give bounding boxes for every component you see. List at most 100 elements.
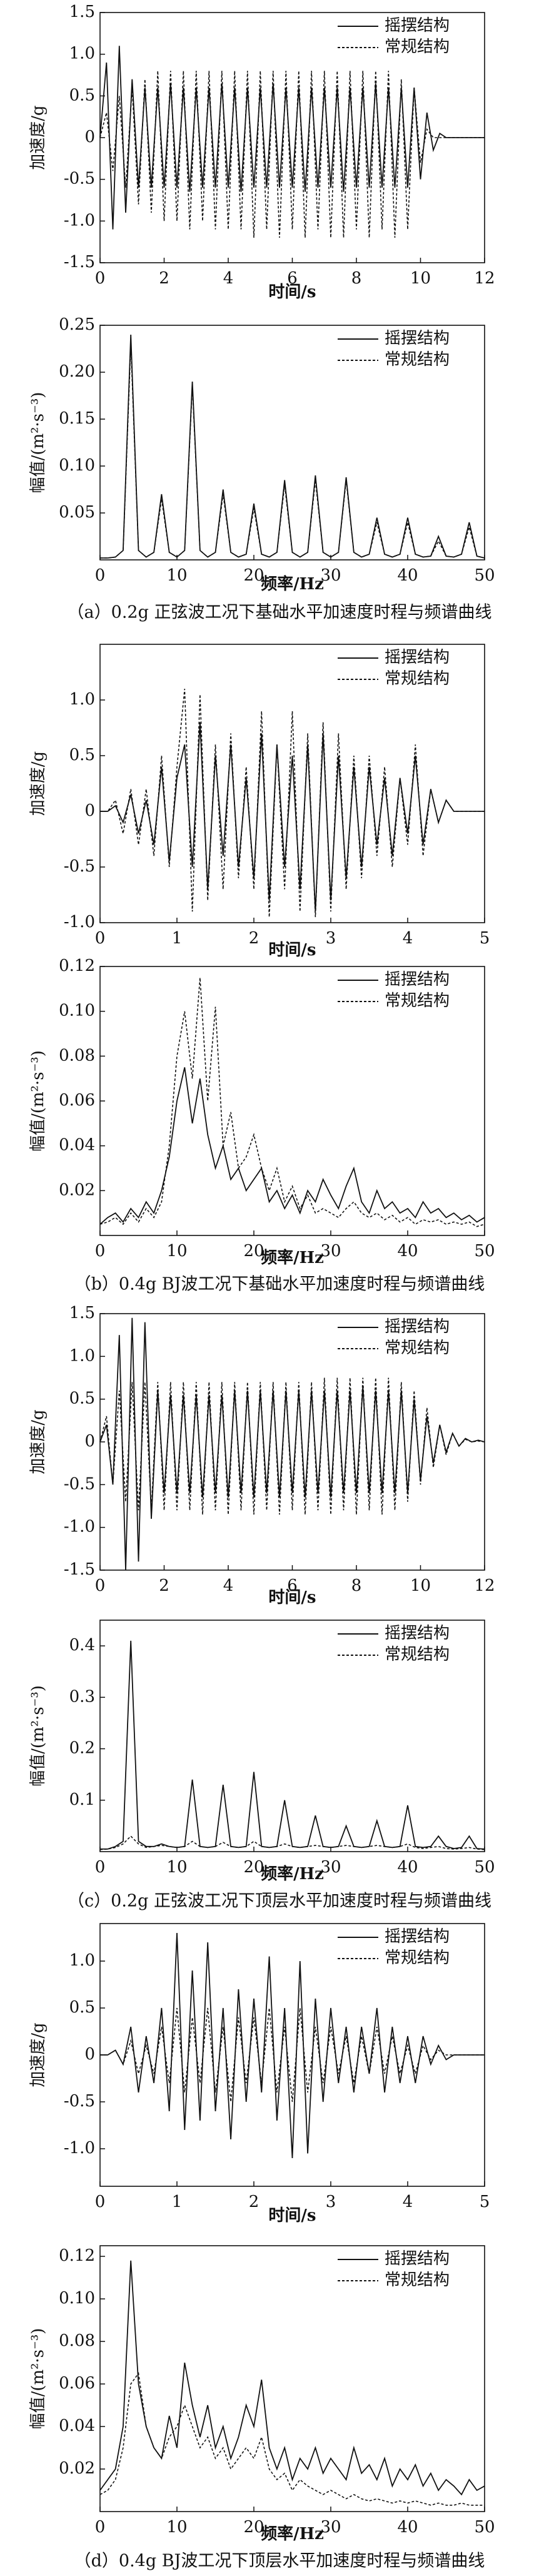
legend-label: 常规结构 bbox=[385, 350, 450, 369]
y-tick-label: 0.08 bbox=[59, 1046, 95, 1065]
x-tick-label: 6 bbox=[287, 1576, 298, 1595]
legend-label: 摇摆结构 bbox=[385, 1624, 450, 1643]
caption: （c）0.2g 正弦波工况下顶层水平加速度时程与频谱曲线 bbox=[68, 1892, 491, 1911]
chart: 0.05 0.10 0.15 0.20 0.25 0 10 20 30 40 50 频率/Hz 幅值/(… bbox=[29, 315, 495, 622]
x-tick-label: 0 bbox=[95, 2518, 106, 2537]
x-tick-label: 40 bbox=[397, 1858, 418, 1877]
series-line bbox=[100, 1932, 485, 2159]
series-line bbox=[99, 71, 485, 238]
legend-label: 摇摆结构 bbox=[385, 648, 450, 667]
y-axis-label: 幅值/(m²·s⁻³) bbox=[29, 1685, 48, 1787]
x-tick-label: 2 bbox=[249, 2193, 259, 2211]
x-tick-label: 10 bbox=[166, 2518, 187, 2537]
chart: -1.5 -1.0 -0.5 0 0.5 1.0 1.5 0 2 4 6 8 10 12 时间/s 加速度/g… bbox=[29, 1304, 495, 1607]
plot-frame bbox=[99, 644, 485, 923]
y-tick-label: 0.5 bbox=[69, 746, 95, 764]
y-axis-label: 加速度/g bbox=[29, 751, 48, 816]
x-tick-label: 0 bbox=[95, 1858, 106, 1877]
x-tick-label: 4 bbox=[223, 269, 234, 288]
x-tick-label: 30 bbox=[320, 2518, 341, 2537]
x-axis-label: 时间/s bbox=[268, 1588, 316, 1607]
plot-frame bbox=[99, 2245, 485, 2512]
y-tick-label: 0.5 bbox=[69, 1389, 95, 1408]
y-axis-label: 幅值/(m²·s⁻³) bbox=[29, 392, 48, 494]
x-tick-label: 20 bbox=[243, 2518, 264, 2537]
y-tick-label: 0 bbox=[84, 801, 95, 820]
series-line bbox=[100, 2007, 485, 2102]
x-tick-label: 8 bbox=[351, 269, 362, 288]
y-tick-label: 0.02 bbox=[59, 1180, 95, 1199]
y-tick-label: 0.20 bbox=[59, 362, 95, 381]
x-tick-label: 30 bbox=[320, 1242, 341, 1260]
x-axis-label: 频率/Hz bbox=[261, 1864, 324, 1884]
y-tick-label: 0.3 bbox=[69, 1687, 95, 1706]
y-tick-label: -1.0 bbox=[64, 913, 95, 931]
legend-label: 常规结构 bbox=[385, 1949, 450, 1967]
y-tick-label: 1.5 bbox=[69, 3, 95, 21]
y-tick-label: -0.5 bbox=[64, 2092, 95, 2111]
y-axis-label: 加速度/g bbox=[29, 2022, 48, 2087]
legend-label: 常规结构 bbox=[385, 2271, 450, 2289]
y-axis-label: 幅值/(m²·s⁻³) bbox=[29, 2328, 48, 2430]
y-tick-label: 0.08 bbox=[59, 2331, 95, 2350]
x-tick-label: 2 bbox=[249, 929, 259, 948]
caption: （b）0.4g BJ波工况下基础水平加速度时程与频谱曲线 bbox=[74, 1275, 485, 1294]
y-axis-label: 幅值/(m²·s⁻³) bbox=[29, 1050, 48, 1152]
y-tick-label: 0.5 bbox=[69, 1998, 95, 2017]
y-tick-label: -1.5 bbox=[64, 1560, 95, 1579]
x-tick-label: 8 bbox=[351, 1576, 362, 1595]
x-tick-label: 5 bbox=[480, 2193, 490, 2211]
legend-label: 常规结构 bbox=[385, 38, 450, 56]
y-tick-label: 0.10 bbox=[59, 456, 95, 475]
x-tick-label: 10 bbox=[166, 566, 187, 585]
x-tick-label: 40 bbox=[397, 1242, 418, 1260]
y-tick-label: 0 bbox=[84, 2045, 95, 2064]
legend-label: 常规结构 bbox=[385, 1645, 450, 1664]
x-tick-label: 50 bbox=[474, 1242, 495, 1260]
y-tick-label: -0.5 bbox=[64, 1474, 95, 1493]
y-tick-label: 0.15 bbox=[59, 409, 95, 428]
x-tick-label: 0 bbox=[95, 566, 106, 585]
x-tick-label: 50 bbox=[474, 1858, 495, 1877]
x-tick-label: 40 bbox=[397, 2518, 418, 2537]
x-tick-label: 0 bbox=[95, 2193, 106, 2211]
x-tick-label: 2 bbox=[159, 269, 169, 288]
x-tick-label: 12 bbox=[474, 1576, 495, 1595]
x-tick-label: 50 bbox=[474, 2518, 495, 2537]
plot-frame bbox=[99, 1620, 485, 1852]
x-tick-label: 20 bbox=[243, 1242, 264, 1260]
y-tick-label: 0.04 bbox=[59, 2416, 95, 2435]
x-tick-label: 0 bbox=[95, 269, 106, 288]
x-axis-label: 频率/Hz bbox=[261, 2524, 324, 2543]
y-tick-label: 0.1 bbox=[69, 1790, 95, 1809]
x-tick-label: 20 bbox=[243, 1858, 264, 1877]
x-tick-label: 3 bbox=[326, 2193, 336, 2211]
y-tick-label: 0.04 bbox=[59, 1136, 95, 1155]
x-axis-label: 频率/Hz bbox=[261, 574, 324, 594]
series-line bbox=[100, 689, 485, 918]
y-axis-label: 加速度/g bbox=[29, 1409, 48, 1474]
series-line bbox=[99, 2371, 485, 2506]
x-tick-label: 10 bbox=[166, 1242, 187, 1260]
y-tick-label: 0.4 bbox=[69, 1636, 95, 1655]
x-tick-label: 10 bbox=[410, 1576, 431, 1595]
plot-frame bbox=[99, 325, 485, 560]
y-tick-label: -0.5 bbox=[64, 857, 95, 876]
y-tick-label: 0.25 bbox=[59, 315, 95, 334]
legend-label: 摇摆结构 bbox=[385, 2249, 450, 2268]
y-tick-label: 1.0 bbox=[69, 1951, 95, 1970]
series-line bbox=[99, 1067, 485, 1225]
y-tick-label: 1.0 bbox=[69, 690, 95, 709]
legend-label: 摇摆结构 bbox=[385, 1927, 450, 1946]
series-line bbox=[99, 977, 485, 1227]
x-axis-label: 时间/s bbox=[268, 2206, 316, 2225]
x-axis-label: 时间/s bbox=[268, 941, 316, 960]
x-tick-label: 6 bbox=[287, 269, 298, 288]
x-tick-label: 10 bbox=[410, 269, 431, 288]
legend-label: 摇摆结构 bbox=[385, 1317, 450, 1336]
x-tick-label: 40 bbox=[397, 566, 418, 585]
x-axis-label: 频率/Hz bbox=[261, 1248, 324, 1267]
x-tick-label: 2 bbox=[159, 1576, 169, 1595]
